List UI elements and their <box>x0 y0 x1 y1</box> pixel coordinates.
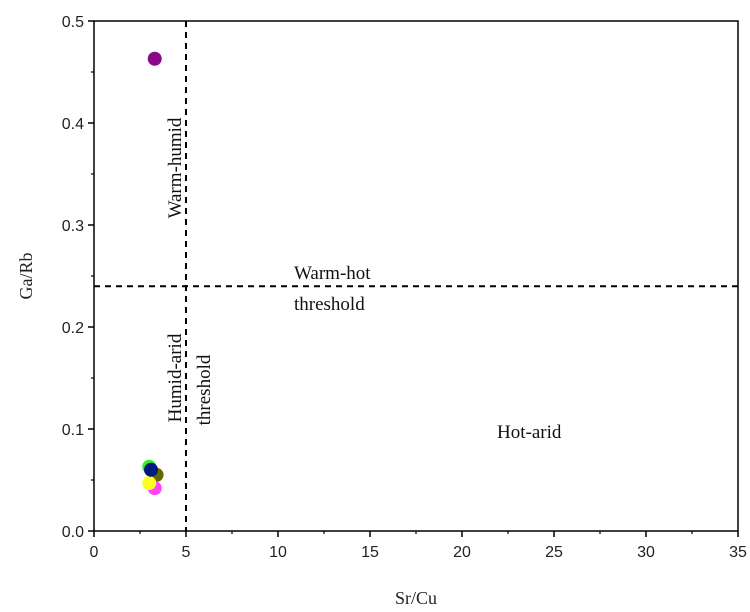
y-tick-label: 0.0 <box>62 524 84 541</box>
plot-frame <box>93 20 739 532</box>
x-tick-label: 0 <box>90 544 99 561</box>
y-axis-title: Ga/Rb <box>16 253 36 300</box>
x-axis-title: Sr/Cu <box>395 588 437 608</box>
x-tick-label: 30 <box>637 544 655 561</box>
data-points <box>142 51 164 496</box>
y-tick-label: 0.2 <box>62 320 84 337</box>
y-axis-ticks: 0.0 0.1 0.2 0.3 0.4 0.5 <box>62 14 94 541</box>
plot-border <box>93 20 739 532</box>
x-tick-label: 5 <box>182 544 191 561</box>
data-point <box>144 462 159 477</box>
y-tick-label: 0.1 <box>62 422 84 439</box>
y-tick-label: 0.4 <box>62 116 84 133</box>
x-tick-label: 25 <box>545 544 563 561</box>
threshold-lines <box>94 21 738 531</box>
x-axis-ticks: 0 5 10 15 20 25 30 35 <box>90 531 747 561</box>
annotation-hot-arid: Hot-arid <box>497 422 562 443</box>
annotation-humid-arid: Humid-arid <box>165 333 186 422</box>
data-point <box>142 476 157 491</box>
annotation-warm-hot-threshold: threshold <box>294 294 365 315</box>
y-tick-label: 0.3 <box>62 218 84 235</box>
x-tick-label: 15 <box>361 544 379 561</box>
annotation-warm-humid: Warm-humid <box>165 117 186 218</box>
x-tick-label: 35 <box>729 544 747 561</box>
y-tick-label: 0.5 <box>62 14 84 31</box>
x-tick-label: 10 <box>269 544 287 561</box>
data-point <box>147 51 162 66</box>
annotation-warm-hot: Warm-hot <box>294 263 371 284</box>
x-tick-label: 20 <box>453 544 471 561</box>
annotation-humid-arid-threshold: threshold <box>194 354 215 425</box>
